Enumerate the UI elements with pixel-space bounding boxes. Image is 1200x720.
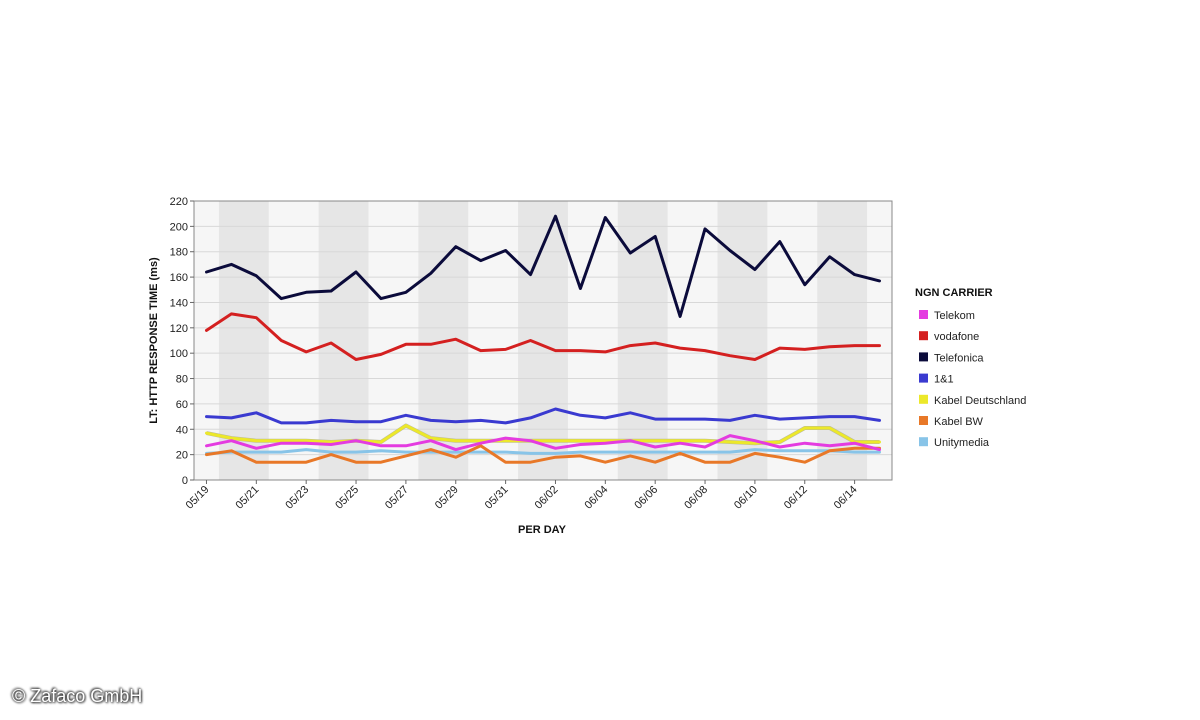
y-tick-label: 20	[176, 450, 188, 462]
y-tick-label: 120	[170, 323, 188, 335]
y-axis-title: LT: HTTP RESPONSE TIME (ms)	[148, 257, 160, 424]
legend-title: NGN CARRIER	[915, 287, 993, 299]
series-line-unitymedia	[205, 448, 881, 455]
legend-label: Telekom	[934, 310, 975, 322]
legend-swatch	[919, 437, 928, 447]
plot-frame	[193, 200, 893, 481]
x-tick-label: 06/06	[632, 484, 660, 512]
series-line-1-1	[205, 407, 881, 425]
legend-label: vodafone	[934, 331, 979, 343]
x-tick-label: 06/04	[582, 484, 610, 512]
legend-label: 1&1	[934, 374, 954, 386]
series-line-vodafone	[205, 312, 881, 361]
legend-swatch	[919, 394, 928, 404]
y-axis-ticks: 0 20 40 60 80 100 120 140 160 180 200 220	[170, 196, 194, 487]
legend-swatch	[919, 373, 928, 383]
x-tick-label: 05/23	[283, 484, 311, 512]
x-axis-ticks: 05/19 05/21 05/23 05/25 05/27 05/29 05/31 06/02…	[184, 480, 860, 512]
band-shade	[218, 201, 269, 480]
x-tick-label: 05/29	[433, 484, 461, 512]
x-tick-label: 06/10	[732, 484, 760, 512]
series-line-telekom	[205, 434, 881, 452]
y-tick-label: 140	[170, 297, 188, 309]
x-tick-label: 05/25	[333, 484, 361, 512]
y-tick-label: 60	[176, 399, 188, 411]
legend-label: Unitymedia	[934, 437, 990, 449]
x-tick-label: 06/12	[782, 484, 810, 512]
series-line-telefonica	[205, 214, 881, 318]
x-tick-label: 06/08	[682, 484, 710, 512]
copyright-watermark: © Zafaco GmbH	[12, 686, 143, 706]
series-lines	[205, 214, 881, 464]
y-tick-label: 200	[170, 221, 188, 233]
x-tick-label: 05/21	[233, 484, 261, 512]
legend-label: Kabel BW	[934, 416, 984, 428]
x-tick-label: 06/02	[533, 484, 561, 512]
y-tick-label: 80	[176, 374, 188, 386]
legend-swatch	[919, 416, 928, 425]
band-shade	[817, 201, 868, 480]
y-tick-label: 40	[176, 424, 188, 436]
y-tick-label: 180	[170, 247, 188, 259]
x-axis-title: PER DAY	[518, 524, 567, 536]
x-tick-label: 06/14	[832, 484, 860, 512]
x-tick-label: 05/19	[184, 484, 212, 512]
band-shade	[617, 201, 668, 480]
y-tick-label: 220	[170, 196, 188, 208]
y-tick-label: 160	[170, 272, 188, 284]
legend-swatch	[919, 310, 928, 319]
legend-swatch	[919, 352, 928, 362]
y-tick-label: 0	[182, 475, 188, 487]
legend-swatch	[919, 331, 928, 341]
band-shade	[318, 201, 369, 480]
legend: NGN CARRIER Telekom vodafone Telefonica 1&1…	[915, 287, 1026, 449]
legend-label: Telefonica	[934, 352, 984, 364]
series-line-kabel-bw	[205, 444, 881, 464]
legend-label: Kabel Deutschland	[934, 395, 1026, 407]
x-tick-label: 05/27	[383, 484, 411, 512]
y-tick-label: 100	[170, 348, 188, 360]
x-tick-label: 05/31	[483, 484, 511, 512]
